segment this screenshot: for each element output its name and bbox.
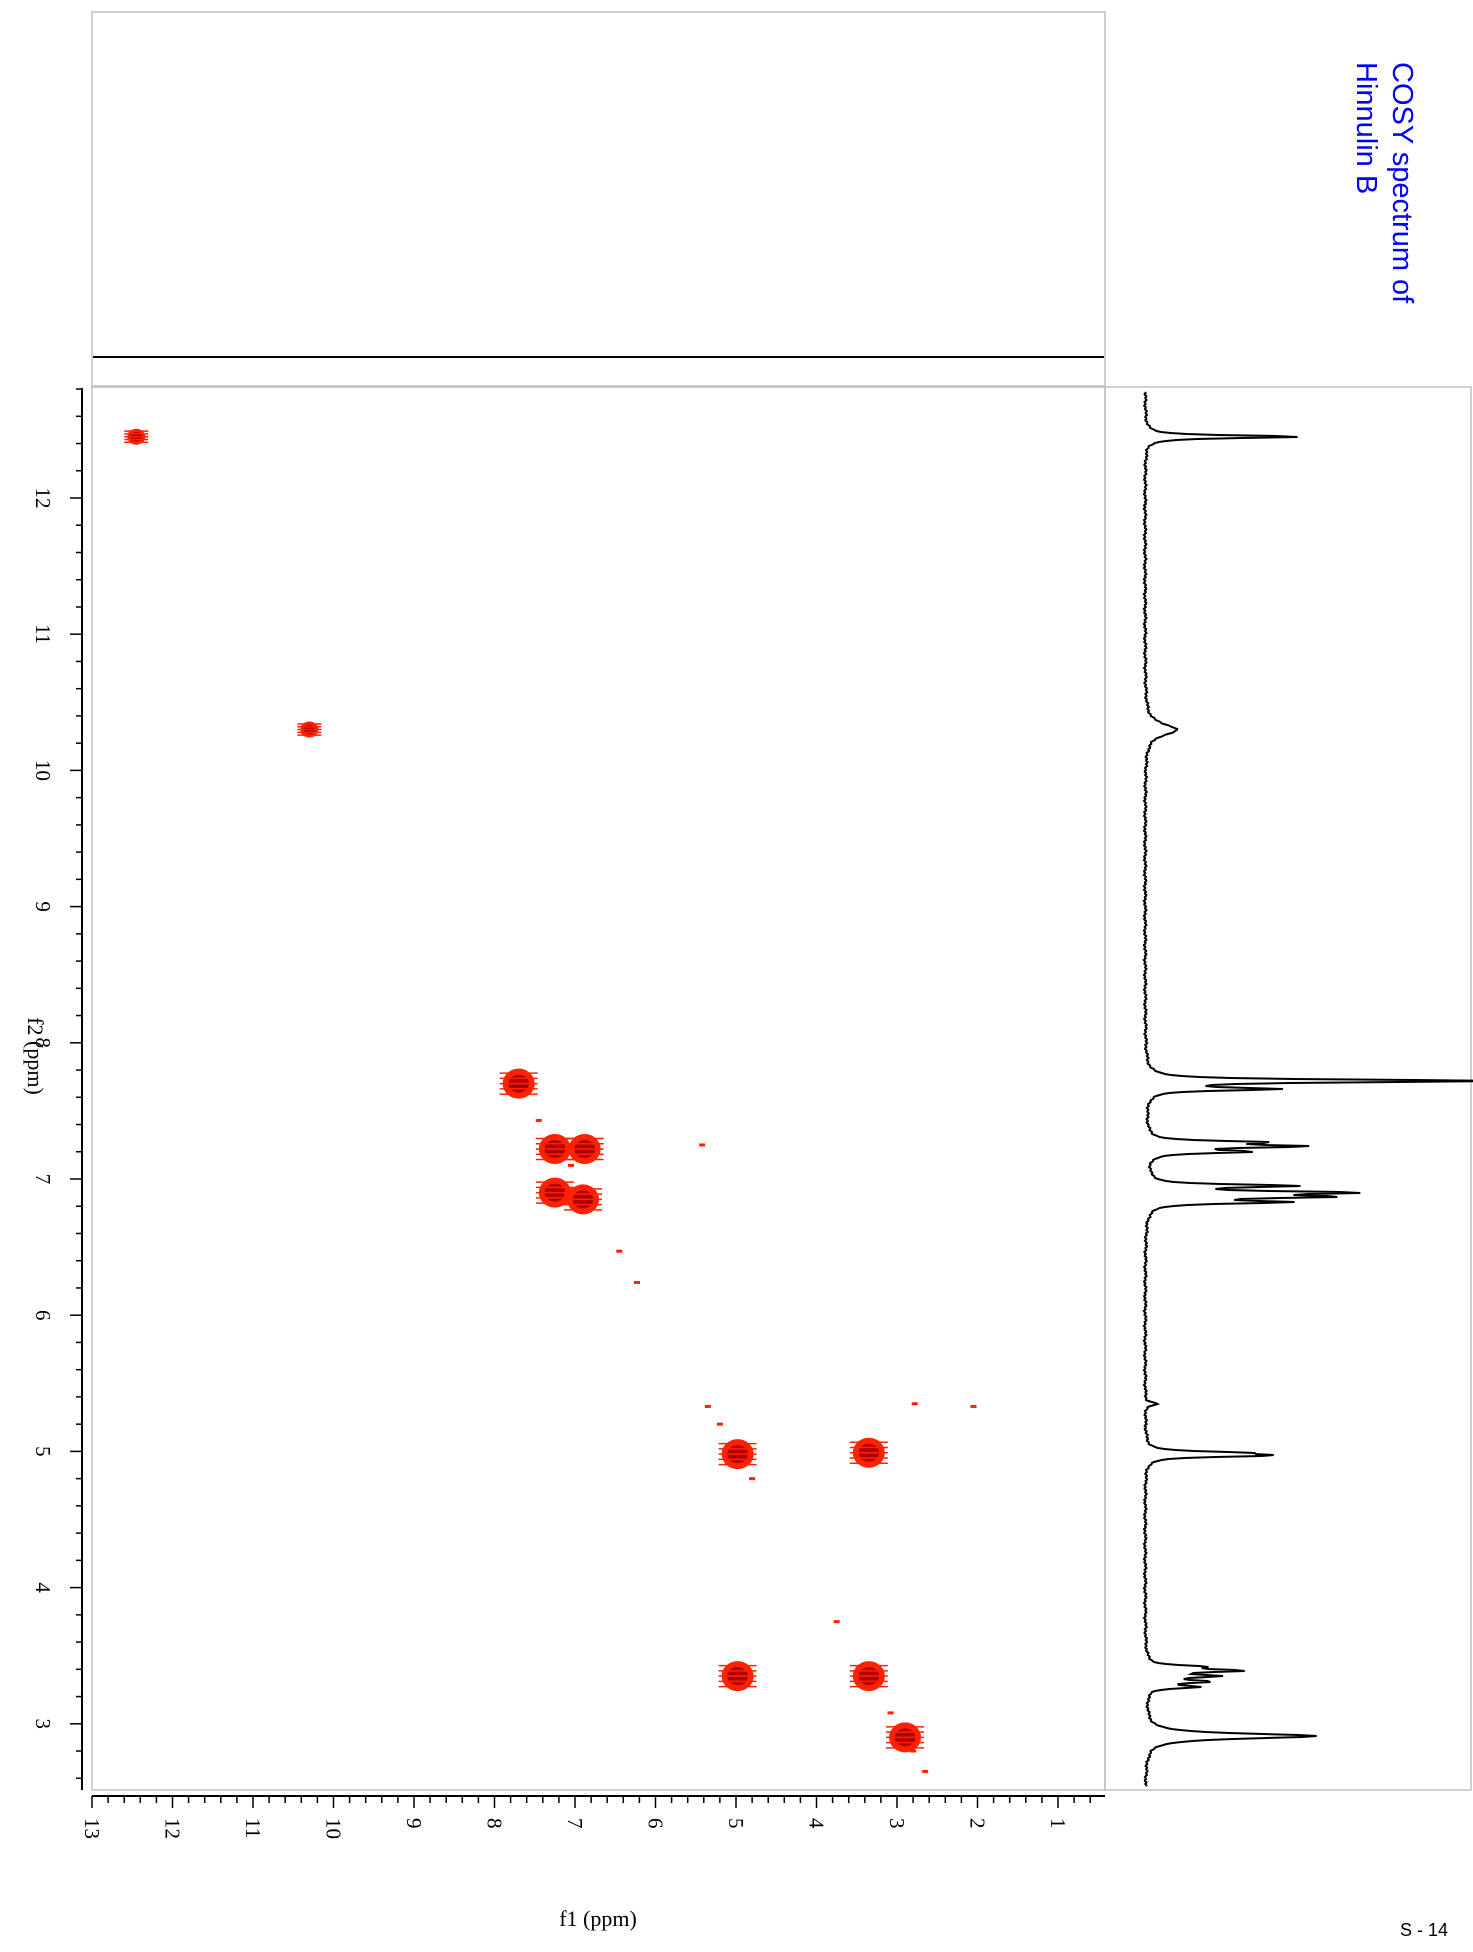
page-number: S - 14	[1400, 1920, 1449, 1940]
cross-peak	[718, 1661, 757, 1692]
proton-spectrum-panel	[1104, 386, 1472, 1791]
cross-peaks-layer	[124, 428, 977, 1773]
f1-tick-label: 3	[885, 1818, 909, 1829]
cross-peak	[564, 1184, 603, 1215]
cross-peak	[718, 1439, 757, 1470]
cross-peak	[886, 1722, 925, 1753]
cross-peak	[124, 428, 149, 445]
minor-peak	[704, 1404, 711, 1408]
minor-peak	[911, 1402, 918, 1406]
f1-axis-ticks: 13 12 11 10 9 8 7 6 5 4 3 2 1	[80, 1796, 1091, 1839]
minor-peak	[910, 1749, 917, 1753]
minor-peak	[887, 1711, 894, 1715]
f2-tick-label: 6	[31, 1310, 55, 1321]
cross-peak	[849, 1437, 888, 1468]
f2-tick-label: 5	[31, 1446, 55, 1457]
cross-peak	[849, 1661, 888, 1692]
cross-peak	[565, 1134, 604, 1165]
f1-tick-label: 7	[563, 1818, 587, 1829]
top-projection-panel	[91, 11, 1106, 387]
f1-tick-label: 8	[483, 1818, 507, 1829]
cross-peak	[499, 1068, 538, 1099]
chart-title-line-1: COSY spectrum of	[1386, 62, 1418, 304]
minor-peak	[833, 1620, 840, 1624]
f2-tick-label: 7	[31, 1174, 55, 1185]
f1-tick-label: 13	[80, 1818, 104, 1839]
f2-tick-label: 8	[31, 1038, 55, 1049]
f1-tick-label: 10	[322, 1818, 346, 1839]
minor-peak	[922, 1769, 929, 1773]
minor-peak	[535, 1118, 542, 1122]
cross-peak	[297, 721, 322, 738]
f2-tick-label: 4	[31, 1582, 55, 1593]
f1-tick-label: 9	[402, 1818, 426, 1829]
f1-tick-label: 11	[241, 1818, 265, 1838]
f2-tick-label: 10	[31, 760, 55, 781]
f2-tick-label: 9	[31, 901, 55, 912]
minor-peak	[567, 1163, 574, 1167]
chart-title-line-2: Hinnulin B	[1350, 62, 1382, 194]
f2-tick-label: 3	[31, 1719, 55, 1730]
cosy-2d-panel	[91, 386, 1106, 1791]
f2-axis-title: f2 (ppm)	[23, 1017, 48, 1095]
f2-tick-label: 11	[31, 624, 55, 644]
f2-tick-label: 12	[31, 488, 55, 509]
chart-title: COSY spectrum of Hinnulin B	[1350, 62, 1418, 304]
minor-peak	[699, 1143, 706, 1147]
minor-peak	[970, 1404, 977, 1408]
proton-spectrum-trace	[1142, 391, 1473, 1787]
f1-tick-label: 12	[161, 1818, 185, 1839]
f1-tick-label: 6	[644, 1818, 668, 1829]
minor-peak	[716, 1422, 723, 1426]
f1-axis-title: f1 (ppm)	[559, 1906, 637, 1931]
f1-tick-label: 1	[1046, 1818, 1070, 1829]
minor-peak	[749, 1477, 756, 1481]
f2-axis-ticks: 12 11 10 9 8 7 6 5 4 3	[31, 388, 82, 1780]
cross-peak	[535, 1177, 574, 1208]
minor-peak	[616, 1249, 623, 1253]
f1-tick-label: 2	[966, 1818, 990, 1829]
minor-peak	[633, 1281, 640, 1285]
f1-tick-label: 5	[724, 1818, 748, 1829]
f1-tick-label: 4	[805, 1818, 829, 1829]
